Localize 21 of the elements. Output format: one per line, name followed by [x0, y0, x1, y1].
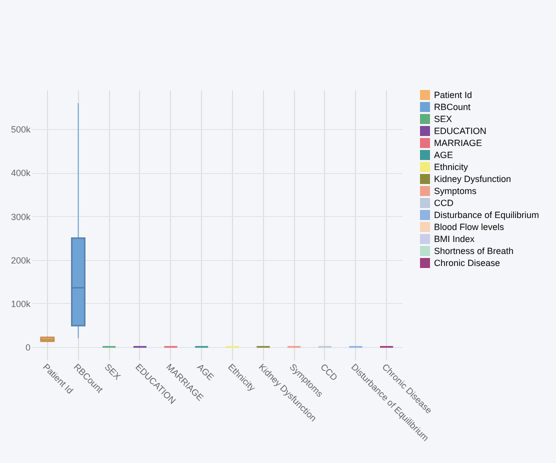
legend-label: EDUCATION — [434, 126, 486, 136]
legend-label: Shortness of Breath — [434, 246, 514, 256]
legend-label: AGE — [434, 150, 454, 160]
legend-label: MARRIAGE — [434, 138, 482, 148]
y-tick-label: 300k — [10, 212, 31, 222]
legend-label: Ethnicity — [434, 162, 469, 172]
y-tick-label: 200k — [10, 255, 31, 266]
y-tick-label: 0 — [25, 342, 30, 352]
legend-label: Patient Id — [434, 90, 472, 100]
y-tick-label: 500k — [10, 124, 31, 135]
y-tick-label: 100k — [10, 298, 31, 309]
legend-label: SEX — [434, 114, 452, 124]
legend-label: Blood Flow levels — [434, 222, 505, 232]
legend-label: Disturbance of Equilibrium — [434, 210, 540, 220]
legend-label: BMI Index — [434, 234, 476, 244]
legend-label: CCD — [434, 198, 454, 208]
legend-label: RBCount — [434, 102, 472, 112]
y-tick-label: 400k — [10, 168, 31, 178]
legend-label: Kidney Dysfunction — [434, 174, 512, 184]
legend-label: Symptoms — [434, 186, 478, 196]
legend-label: Chronic Disease — [434, 258, 500, 268]
